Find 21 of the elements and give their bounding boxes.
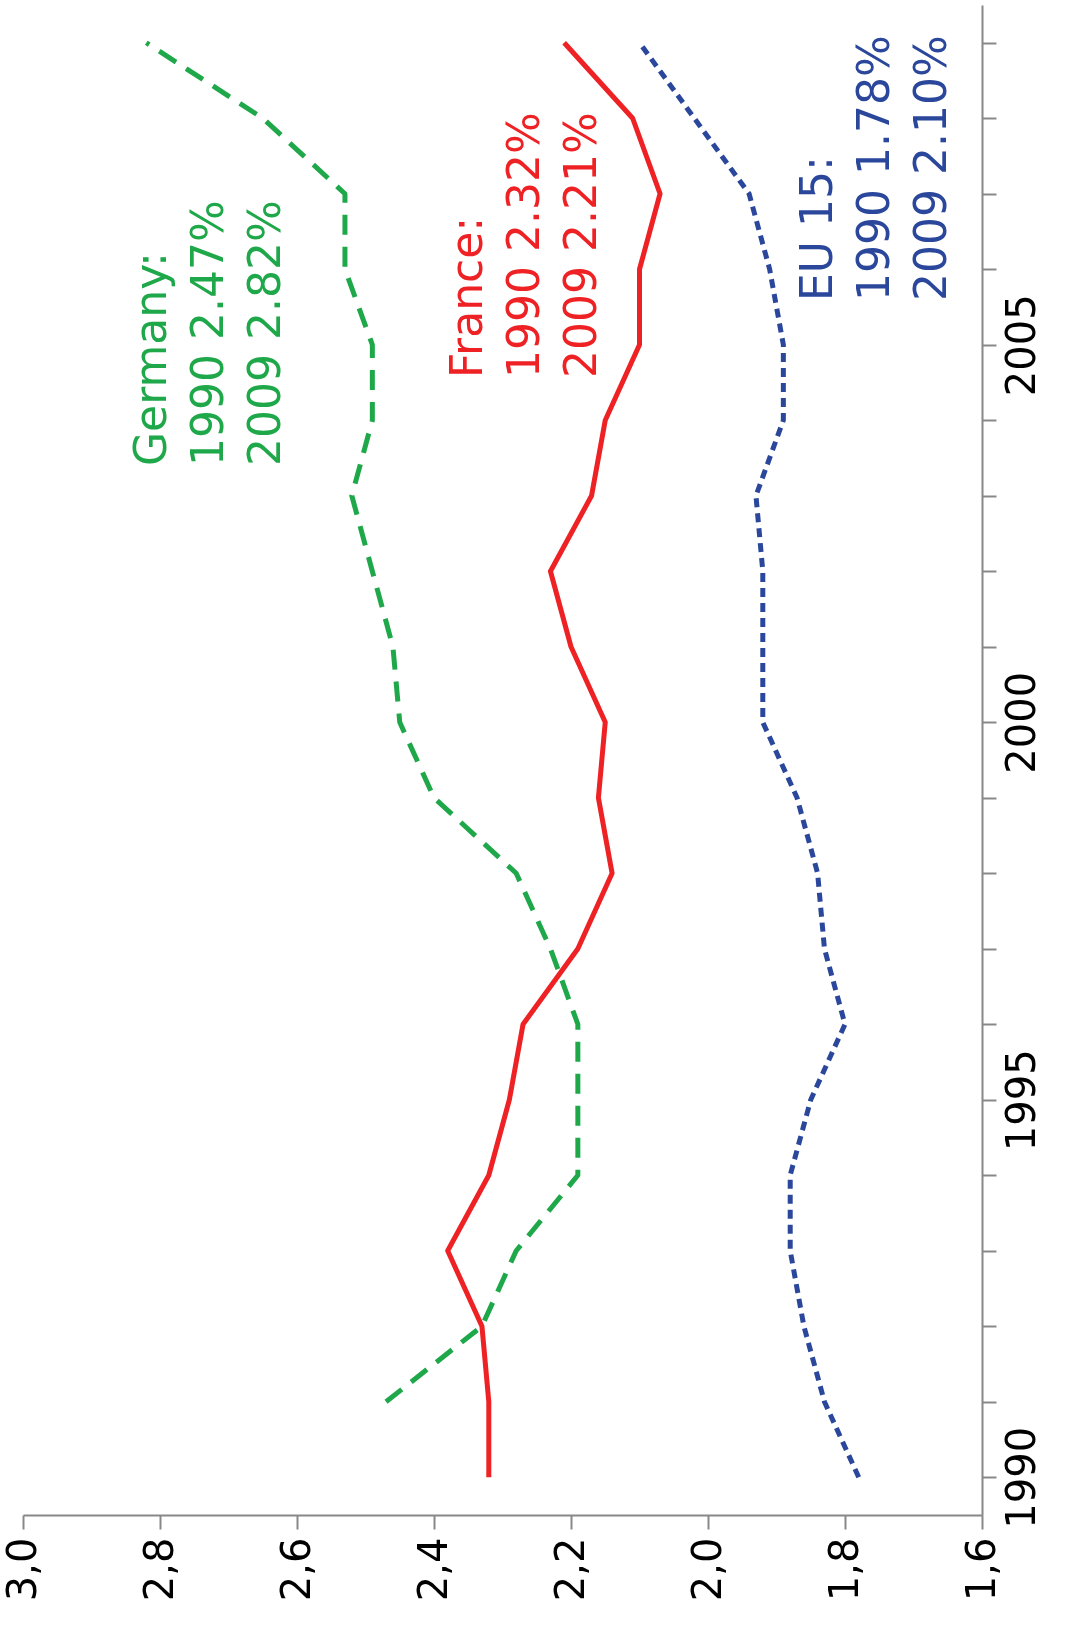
x-tick-label: 2,0	[683, 1537, 730, 1602]
x-tick-label: 1,8	[820, 1537, 867, 1602]
annotation: 1990 1.78%	[848, 35, 899, 301]
annotation: 2009 2.21%	[555, 112, 606, 378]
annotation: 1990 2.32%	[498, 112, 549, 378]
y-tick-label: 2005	[997, 294, 1044, 397]
text: France:	[441, 216, 492, 378]
x-tick-label: 3,0	[0, 1537, 45, 1602]
x-tick-label: 2,4	[409, 1537, 456, 1602]
text: EU 15:	[791, 156, 842, 301]
x-tick-label: 2,8	[135, 1537, 182, 1602]
x-tick-label: 2,2	[546, 1537, 593, 1602]
x-tick-label: 1,6	[957, 1537, 1004, 1602]
y-tick-label: 1990	[997, 1426, 1044, 1529]
annotation: 1990 2.47%	[182, 200, 233, 466]
x-tick-label: 2,6	[272, 1537, 319, 1602]
text: Germany:	[125, 252, 176, 466]
y-tick-label: 2000	[997, 671, 1044, 774]
annotation: 2009 2.10%	[905, 35, 956, 301]
annotation: 2009 2.82%	[239, 200, 290, 466]
y-tick-label: 1995	[997, 1049, 1044, 1152]
